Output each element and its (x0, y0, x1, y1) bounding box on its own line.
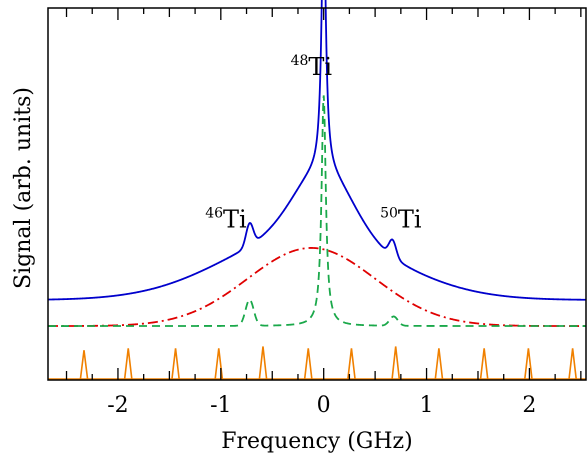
isotope-label-50: 50Ti (380, 205, 422, 233)
x-axis-title: Frequency (GHz) (221, 429, 413, 454)
x-tick-label: 1 (420, 393, 434, 418)
comb-peak (346, 348, 356, 381)
comb-peak (391, 346, 401, 381)
series-line-2 (48, 247, 586, 327)
y-axis-title: Signal (arb. units) (11, 87, 36, 289)
comb-peak (479, 348, 489, 381)
comb-peak (79, 350, 89, 381)
comb-peak (171, 348, 181, 381)
series-layer (47, 0, 586, 327)
x-tick-label: 0 (317, 393, 331, 418)
comb-peak (123, 348, 133, 381)
plot-frame (47, 7, 587, 381)
series-line-1 (47, 0, 586, 301)
comb-peak (303, 348, 313, 381)
comb-peak (258, 346, 268, 381)
isotope-label-48: 48Ti (291, 53, 333, 81)
x-tick-label: -2 (107, 393, 128, 418)
isotope-label-46: 46Ti (205, 205, 247, 233)
tick-layer: -2 -1 0 1 2 (65, 8, 582, 418)
comb-peak (568, 348, 578, 381)
x-tick-label: 2 (522, 393, 536, 418)
series-line-3 (48, 95, 586, 327)
frequency-comb-layer (48, 346, 586, 381)
annotation-layer: 48Ti 46Ti 50Ti (205, 53, 422, 234)
x-tick-label: -1 (210, 393, 231, 418)
comb-peak (523, 348, 533, 381)
comb-peak (434, 348, 444, 381)
